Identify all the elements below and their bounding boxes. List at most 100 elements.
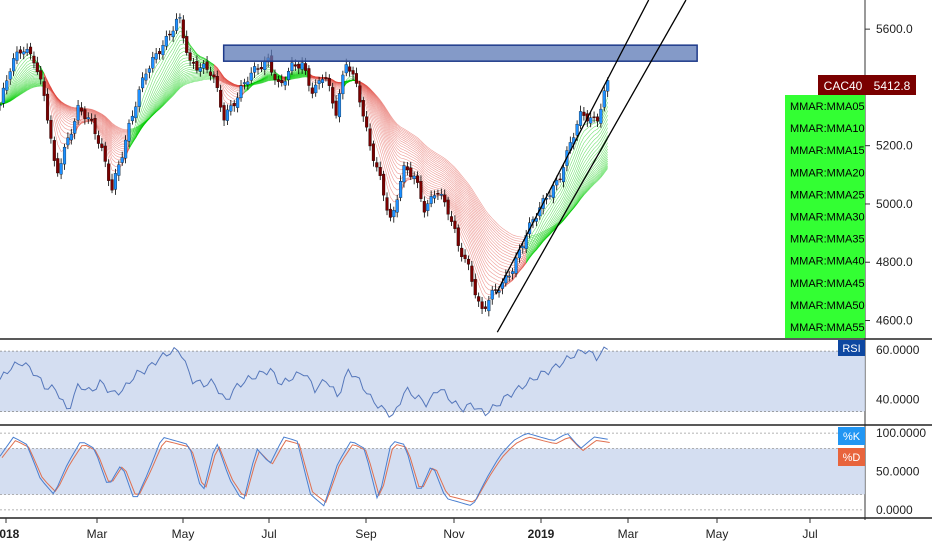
mma-line [468, 230, 471, 238]
candle [56, 158, 59, 173]
mma-line [435, 189, 438, 190]
mma-line [231, 91, 234, 94]
mma-line [472, 247, 475, 257]
mma-line [557, 187, 560, 191]
mma-line [428, 192, 431, 193]
resistance-zone[interactable] [224, 45, 697, 61]
candle [297, 64, 300, 68]
mma-line [170, 39, 173, 44]
mma-line [452, 171, 455, 174]
mma-line [394, 140, 397, 145]
mma-line [475, 239, 478, 247]
mma-line [190, 78, 193, 79]
mma-line [594, 172, 597, 176]
mma-line [574, 174, 577, 182]
mma-line [591, 127, 594, 130]
mma-line [489, 262, 492, 265]
mma-line [119, 144, 122, 145]
mma-legend-item: MMAR:MMA30 [790, 212, 865, 224]
mma-line [414, 161, 417, 163]
candle [209, 72, 212, 76]
candle [406, 167, 409, 170]
mma-line [170, 48, 173, 53]
mma-line [146, 82, 149, 90]
mma-line [65, 133, 68, 134]
channel-upper-line[interactable] [496, 0, 649, 294]
candle [321, 79, 324, 82]
time-tick-label: Mar [87, 527, 108, 541]
candle [246, 82, 249, 85]
candle [212, 75, 215, 77]
mma-line [231, 94, 234, 96]
mma-line [115, 153, 118, 155]
mma-line [397, 159, 400, 162]
mma-line [112, 164, 115, 167]
mma-line [455, 185, 458, 190]
mma-line [170, 53, 173, 58]
mma-line [492, 265, 495, 268]
mma-line [119, 145, 122, 146]
mma-line [499, 233, 502, 236]
candle [515, 258, 518, 273]
mma-line [112, 159, 115, 162]
mma-line [499, 248, 502, 250]
candle [192, 62, 195, 63]
candle [335, 101, 338, 116]
mma-line [183, 63, 186, 64]
mma-line [421, 155, 424, 159]
mma-line [506, 258, 509, 259]
mma-line [404, 159, 407, 160]
mma-line [509, 233, 512, 235]
candle [185, 36, 188, 52]
candle [447, 200, 450, 214]
mma-line [587, 153, 590, 158]
mma-line [183, 72, 186, 74]
mma-line [499, 236, 502, 239]
mma-line [567, 171, 570, 180]
mma-line [407, 157, 410, 159]
mma-line [567, 181, 570, 189]
mma-line [187, 73, 190, 74]
mma-line [438, 169, 441, 171]
mma-line [577, 155, 580, 164]
mma-line [452, 166, 455, 169]
mma-line [190, 79, 193, 80]
time-axis[interactable]: 2018MarMayJulSepNov2019MarMayJul [0, 518, 818, 541]
candle [331, 87, 334, 103]
mma-line [502, 259, 505, 260]
mma-line [496, 264, 499, 267]
mma-line [435, 165, 438, 167]
candle [155, 54, 158, 60]
mma-line [465, 192, 468, 197]
mma-line [115, 159, 118, 160]
mma-line [489, 275, 492, 277]
mma-legend-item: MMAR:MMA25 [790, 189, 865, 201]
candle [80, 108, 83, 112]
mma-line [180, 59, 183, 62]
candle [338, 93, 341, 116]
mma-line [581, 131, 584, 137]
candle [348, 67, 351, 72]
mma-line [452, 196, 455, 200]
mma-line [401, 155, 404, 156]
mma-line [587, 148, 590, 153]
mma-line [431, 181, 434, 183]
mma-line [479, 239, 482, 246]
mma-line [506, 233, 509, 235]
mma-line [435, 180, 438, 181]
mma-line [560, 207, 563, 213]
mma-line [411, 149, 414, 151]
mma-line [435, 161, 438, 163]
mma-line [496, 283, 499, 284]
mma-line [394, 158, 397, 163]
mma-line [435, 167, 438, 169]
mma-line [187, 79, 190, 80]
mma-line [61, 143, 64, 144]
mma-line [180, 52, 183, 54]
mma-line [455, 183, 458, 188]
mma-line [492, 261, 495, 264]
mma-line [390, 173, 393, 181]
mma-line [570, 189, 573, 196]
mma-line [465, 195, 468, 200]
